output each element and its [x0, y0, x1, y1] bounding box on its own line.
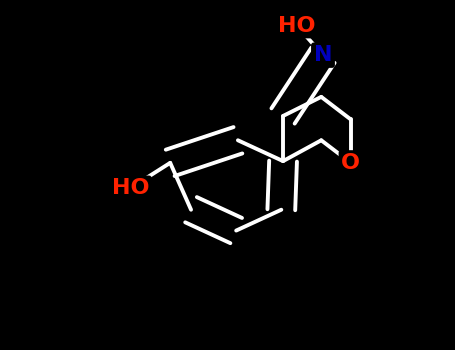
- Text: O: O: [341, 153, 360, 173]
- Text: N: N: [314, 45, 332, 65]
- Text: HO: HO: [278, 16, 316, 36]
- Text: HO: HO: [111, 178, 149, 198]
